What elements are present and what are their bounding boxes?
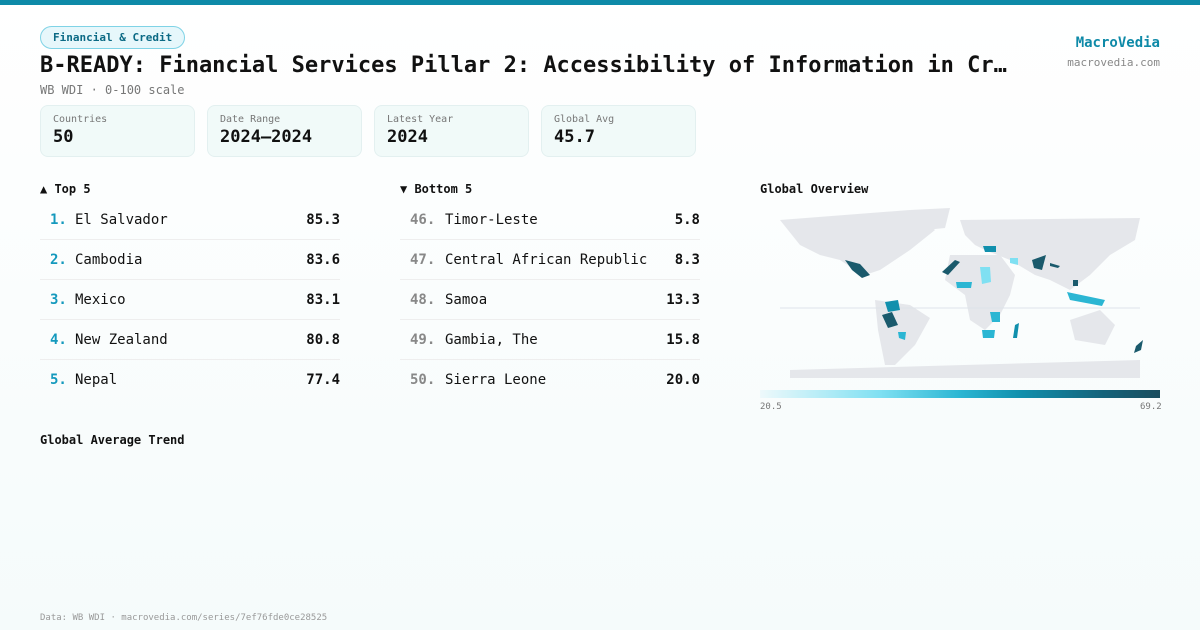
stat-label: Countries (53, 114, 108, 125)
color-scale-legend (760, 390, 1160, 398)
stat-value: 2024–2024 (220, 127, 313, 147)
country-fills (845, 246, 1143, 353)
rank: 2. (50, 251, 67, 268)
brand-logo[interactable]: MacroVedia (1075, 35, 1160, 51)
australia (1070, 310, 1115, 345)
bottom5-list: 46. Timor-Leste 5.8 47. Central African Rep… (400, 200, 700, 400)
top5-list: 1. El Salvador 85.3 2. Cambodia 83.6 3. Mexic… (40, 200, 340, 400)
list-item[interactable]: 49. Gambia, The 15.8 (400, 320, 700, 360)
page-title: B-READY: Financial Services Pillar 2: Ac… (40, 53, 1007, 78)
rank: 49. (410, 331, 436, 348)
country-west-africa (956, 282, 972, 288)
country-name: Central African Republic (445, 251, 648, 268)
land-masses (780, 208, 1140, 378)
greenland (910, 208, 950, 230)
country-value: 85.3 (306, 211, 340, 228)
rank: 47. (410, 251, 436, 268)
country-pakistan (1032, 255, 1046, 270)
footer-source[interactable]: Data: WB WDI · macrovedia.com/series/7ef… (40, 613, 328, 623)
africa (945, 255, 1015, 330)
country-name: Timor-Leste (445, 211, 538, 228)
world-map[interactable] (760, 200, 1160, 385)
list-item[interactable]: 2. Cambodia 83.6 (40, 240, 340, 280)
rank: 48. (410, 291, 436, 308)
stat-label: Global Avg (554, 114, 615, 125)
legend-min: 20.5 (760, 402, 782, 412)
list-item[interactable]: 5. Nepal 77.4 (40, 360, 340, 400)
country-name: Cambodia (75, 251, 143, 268)
list-item[interactable]: 3. Mexico 83.1 (40, 280, 340, 320)
trend-heading: Global Average Trend (40, 433, 185, 447)
country-name: New Zealand (75, 331, 168, 348)
country-chad (980, 267, 991, 284)
list-item[interactable]: 4. New Zealand 80.8 (40, 320, 340, 360)
country-name: El Salvador (75, 211, 168, 228)
map-heading: Global Overview (760, 182, 869, 196)
bottom5-heading: ▼ Bottom 5 (400, 182, 473, 196)
rank: 46. (410, 211, 436, 228)
top5-heading: ▲ Top 5 (40, 182, 91, 196)
north-america (780, 210, 935, 275)
stat-label: Latest Year (387, 114, 454, 125)
rank: 3. (50, 291, 67, 308)
country-cambodia (1073, 280, 1078, 286)
brand-url[interactable]: macrovedia.com (1067, 56, 1160, 69)
country-value: 8.3 (674, 251, 700, 268)
country-iraq (1010, 258, 1018, 265)
rank: 4. (50, 331, 67, 348)
country-value: 83.1 (306, 291, 340, 308)
country-name: Sierra Leone (445, 372, 547, 388)
country-value: 15.8 (666, 331, 700, 348)
country-turkey-area (983, 246, 996, 252)
country-name: Gambia, The (445, 331, 538, 348)
top-accent-bar (0, 0, 1200, 5)
category-badge[interactable]: Financial & Credit (40, 26, 186, 49)
country-morocco (942, 260, 960, 275)
stat-global-avg: Global Avg 45.7 (541, 105, 696, 157)
stat-label: Date Range (220, 114, 281, 125)
eurasia (960, 218, 1140, 290)
country-name: Samoa (445, 291, 488, 308)
antarctica (790, 360, 1140, 378)
country-nepal (1050, 263, 1060, 268)
list-item[interactable]: 50. Sierra Leone 20.0 (400, 360, 700, 400)
country-value: 5.8 (674, 211, 700, 228)
rank: 1. (50, 211, 67, 228)
country-value: 20.0 (666, 372, 700, 388)
country-peru (882, 312, 898, 328)
country-value: 77.4 (306, 372, 340, 388)
country-indonesia (1067, 292, 1105, 306)
country-tanzania (990, 312, 1000, 322)
rank: 5. (50, 372, 67, 388)
country-mexico (845, 260, 870, 278)
country-value: 83.6 (306, 251, 340, 268)
list-item[interactable]: 48. Samoa 13.3 (400, 280, 700, 320)
stat-latest-year: Latest Year 2024 (374, 105, 529, 157)
country-name: Nepal (75, 372, 118, 388)
country-name: Mexico (75, 291, 126, 308)
country-value: 80.8 (306, 331, 340, 348)
list-item[interactable]: 1. El Salvador 85.3 (40, 200, 340, 240)
country-value: 13.3 (666, 291, 700, 308)
legend-max: 69.2 (1140, 402, 1162, 412)
stat-value: 2024 (387, 127, 428, 147)
country-colombia (885, 300, 900, 312)
country-paraguay (898, 332, 906, 340)
country-zambia (982, 330, 995, 338)
list-item[interactable]: 46. Timor-Leste 5.8 (400, 200, 700, 240)
country-new-zealand (1134, 340, 1143, 353)
country-madagascar (1013, 323, 1019, 338)
stat-value: 45.7 (554, 127, 595, 147)
stat-countries: Countries 50 (40, 105, 195, 157)
list-item[interactable]: 47. Central African Republic 8.3 (400, 240, 700, 280)
stat-date-range: Date Range 2024–2024 (207, 105, 362, 157)
rank: 50. (410, 372, 436, 388)
stat-value: 50 (53, 127, 74, 147)
page-subtitle: WB WDI · 0-100 scale (40, 83, 185, 97)
